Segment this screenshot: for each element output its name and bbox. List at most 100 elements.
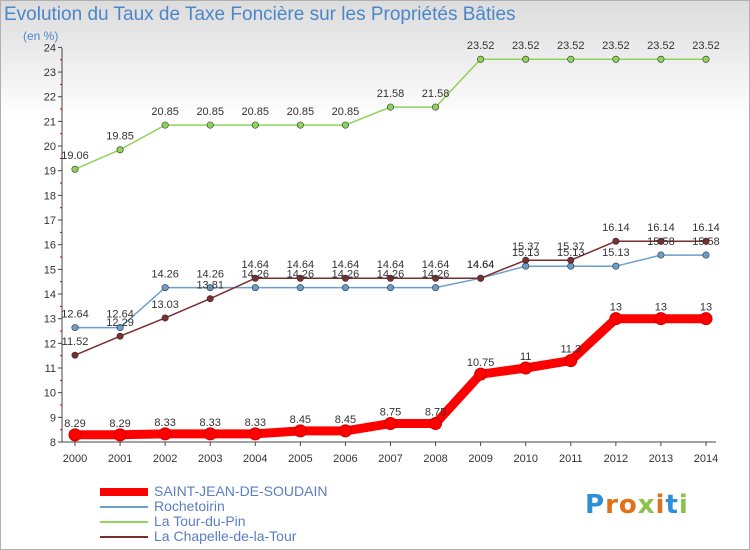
data-label: 14.26: [196, 269, 224, 281]
logo-letter: P: [585, 490, 606, 520]
data-label: 14.64: [332, 259, 360, 271]
data-point: [386, 284, 394, 292]
data-label: 23.52: [467, 40, 495, 52]
y-tick-label: 23: [44, 67, 56, 79]
logo-letter: i: [678, 490, 689, 520]
data-point: [206, 295, 214, 303]
x-tick-label: 2011: [559, 453, 583, 465]
data-label: 14.64: [467, 259, 495, 271]
data-point: [161, 284, 169, 292]
x-tick-label: 2012: [604, 453, 628, 465]
data-label: 23.52: [602, 40, 630, 52]
data-labels: 19.06 19.85 20.85 20.85 20.85 20.85 20.85 21.58…: [61, 40, 720, 430]
data-label: 15.13: [557, 247, 585, 259]
data-label: 14.26: [332, 269, 360, 281]
logo-letter: x: [637, 490, 656, 520]
data-point: [116, 146, 124, 154]
data-label: 14.64: [467, 259, 495, 271]
data-point: [296, 284, 304, 292]
data-point: [477, 55, 485, 63]
data-label: 14.26: [242, 269, 270, 281]
y-tick-label: 24: [44, 42, 56, 54]
data-point: [612, 55, 620, 63]
data-point: [161, 121, 169, 129]
x-tick-label: 2006: [333, 453, 357, 465]
axes: 8 9 10 11 12 13 14 15 16 17 18 19 20 21 22 23 24 2000 2001…: [44, 42, 718, 465]
data-label: 12.64: [61, 309, 89, 321]
x-tick-label: 2003: [198, 453, 222, 465]
data-label: 21.58: [422, 88, 450, 100]
data-point: [567, 262, 575, 270]
data-point: [158, 427, 172, 441]
legend-label: La Chapelle-de-la-Tour: [154, 528, 297, 544]
proxiti-logo: Proxiti: [585, 490, 689, 520]
data-label: 15.58: [647, 236, 675, 248]
data-label: 14.64: [377, 259, 405, 271]
legend-swatch: [100, 536, 148, 538]
data-point: [384, 417, 397, 431]
y-tick-label: 16: [44, 240, 56, 252]
y-tick-label: 22: [44, 92, 56, 104]
y-tick-label: 11: [45, 363, 56, 375]
data-label: 19.85: [106, 131, 134, 143]
data-label: 11: [520, 351, 531, 363]
data-point: [293, 424, 307, 438]
data-label: 13.03: [151, 299, 179, 311]
data-point: [206, 284, 214, 292]
data-label: 15.58: [692, 236, 720, 248]
data-point: [116, 332, 124, 340]
data-point: [567, 256, 575, 264]
data-label: 8.33: [154, 417, 175, 429]
y-tick-label: 12: [44, 338, 56, 350]
y-tick-label: 18: [44, 190, 56, 202]
data-label: 23.52: [557, 40, 585, 52]
data-label: 11.52: [62, 336, 89, 348]
y-tick-label: 13: [44, 314, 56, 326]
data-point: [251, 284, 259, 292]
data-point: [248, 427, 262, 441]
x-tick-label: 2014: [694, 453, 718, 465]
data-label: 16.14: [602, 222, 630, 234]
x-tick-label: 2007: [378, 453, 402, 465]
data-label: 8.33: [245, 417, 266, 429]
data-label: 16.14: [692, 222, 720, 234]
data-point: [564, 354, 578, 368]
data-label: 23.52: [692, 40, 720, 52]
data-point: [522, 55, 530, 63]
data-label: 23.52: [512, 40, 540, 52]
data-label: 20.85: [151, 106, 179, 118]
y-tick-label: 8: [50, 437, 56, 449]
legend-swatch: [100, 506, 148, 508]
data-label: 20.85: [287, 106, 315, 118]
data-label: 23.52: [647, 40, 675, 52]
data-point: [161, 314, 169, 322]
data-point: [203, 427, 217, 441]
y-tick-label: 15: [44, 264, 56, 276]
series-points: [68, 55, 713, 442]
data-point: [338, 424, 352, 438]
data-point: [702, 237, 710, 245]
data-label: 10.75: [467, 357, 495, 369]
legend-label: La Tour-du-Pin: [154, 513, 246, 529]
data-label: 8.45: [290, 414, 311, 426]
data-label: 14.26: [422, 269, 450, 281]
data-point: [116, 324, 124, 332]
data-point: [432, 274, 440, 282]
data-label: 8.75: [425, 407, 446, 419]
y-tick-label: 10: [44, 388, 56, 400]
data-point: [386, 274, 394, 282]
data-point: [657, 55, 665, 63]
data-point: [71, 324, 79, 332]
data-label: 15.37: [512, 241, 540, 253]
data-point: [702, 251, 710, 259]
x-tick-label: 2009: [468, 453, 492, 465]
data-label: 14.64: [242, 259, 270, 271]
x-tick-label: 2013: [649, 453, 673, 465]
data-point: [474, 367, 488, 381]
chart-title: Evolution du Taux de Taxe Foncière sur l…: [4, 4, 516, 25]
data-label: 13: [700, 302, 712, 314]
data-point: [612, 262, 620, 270]
chart-subtitle: (en %): [23, 29, 59, 43]
